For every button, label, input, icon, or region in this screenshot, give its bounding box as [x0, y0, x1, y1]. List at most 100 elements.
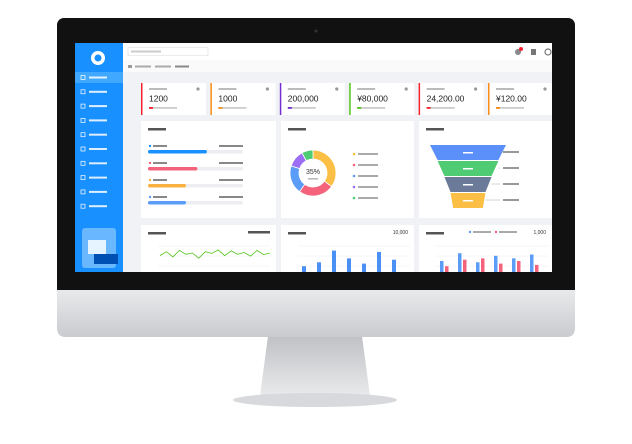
menu-icon[interactable] [80, 89, 86, 95]
badge [519, 47, 523, 51]
funnel-name [503, 151, 519, 153]
stat-label [218, 88, 237, 90]
bar [445, 266, 449, 272]
funnel-label [463, 168, 473, 170]
camera [314, 29, 318, 33]
breadcrumb-bar [123, 60, 552, 72]
donut-center: 35% [306, 169, 320, 176]
menu-label[interactable] [89, 148, 107, 150]
legend-label [358, 175, 378, 177]
progress-bar [148, 201, 186, 205]
panel-title [148, 232, 166, 235]
top-bar [123, 43, 552, 60]
progress-dot [148, 144, 152, 148]
home-icon [128, 65, 132, 68]
stat-trend [357, 107, 386, 109]
bell-icon[interactable] [515, 49, 521, 55]
info-icon [404, 87, 408, 91]
menu-label[interactable] [89, 119, 107, 122]
bar [481, 258, 485, 272]
bar [535, 264, 539, 272]
logo-dot [94, 54, 102, 62]
panel-total [248, 231, 270, 234]
funnel-label [463, 152, 473, 154]
legend-label [358, 197, 378, 199]
donut-segment [301, 149, 314, 162]
progress-dot [148, 178, 152, 182]
info-icon [196, 87, 200, 91]
bar [317, 262, 321, 272]
stat-value: 24,200.00 [427, 93, 465, 103]
progress-amount [219, 145, 243, 147]
funnel-name [503, 199, 519, 201]
stat-accent [279, 83, 282, 115]
panel-title [426, 128, 444, 131]
stat-trend [218, 107, 247, 109]
menu-icon[interactable] [80, 75, 86, 80]
legend-label [358, 186, 378, 188]
info-icon [474, 87, 478, 91]
menu-icon[interactable] [80, 103, 86, 109]
menu-icon[interactable] [80, 118, 86, 123]
illustration-screen [88, 240, 106, 254]
menu-icon[interactable] [80, 175, 86, 180]
panel-total: 1,000 [533, 230, 546, 236]
bar [512, 258, 516, 272]
lock-icon[interactable] [531, 49, 536, 55]
stat-trend [287, 107, 316, 109]
trend-line [159, 249, 271, 259]
stand-neck [260, 336, 370, 396]
stat-value: ¥120.00 [495, 93, 527, 103]
bar [332, 250, 336, 272]
stat-accent [210, 83, 212, 115]
panel-title [426, 232, 444, 235]
progress-dot [148, 195, 152, 199]
progress-amount [219, 179, 243, 181]
menu-label[interactable] [89, 90, 107, 93]
funnel-name [503, 167, 519, 169]
menu-icon[interactable] [80, 146, 86, 152]
bar [494, 255, 498, 272]
progress-label [153, 179, 167, 181]
stat-accent [141, 83, 143, 115]
menu-icon[interactable] [80, 189, 86, 195]
menu [80, 75, 107, 209]
settings-icon[interactable] [544, 48, 552, 56]
screen: 1200 1000 200,000 ¥80,000 24,200.00 ¥120.00 35… [75, 43, 552, 272]
menu-icon[interactable] [80, 203, 86, 209]
crumb [175, 65, 189, 68]
menu-icon[interactable] [80, 160, 86, 166]
menu-label[interactable] [89, 105, 107, 108]
menu-icon[interactable] [80, 132, 86, 138]
stat-trend-dot [218, 107, 223, 109]
bar [392, 259, 396, 272]
funnel-label [463, 184, 473, 186]
legend-label [473, 231, 491, 233]
menu-label[interactable] [89, 133, 107, 136]
menu-label[interactable] [89, 162, 107, 165]
bar [377, 251, 381, 272]
menu-label[interactable] [89, 190, 107, 193]
bar [476, 262, 480, 272]
panel-title [288, 128, 306, 131]
legend-label [499, 231, 517, 233]
legend-label [358, 153, 378, 155]
search-box[interactable] [127, 47, 209, 56]
stat-value: 1000 [218, 93, 237, 103]
illustration-laptop [94, 254, 118, 264]
stat-label [357, 88, 376, 90]
panel-title [148, 128, 166, 131]
funnel-label [463, 200, 473, 202]
bar [362, 263, 366, 272]
progress-bar [148, 184, 186, 188]
stat-trend [496, 107, 524, 109]
bar [517, 261, 521, 272]
stat-value: ¥80,000 [356, 93, 388, 103]
menu-label[interactable] [89, 76, 107, 79]
menu-label[interactable] [89, 205, 107, 208]
menu-label[interactable] [89, 176, 107, 179]
progress-label [153, 196, 167, 198]
stat-trend-dot [357, 107, 362, 109]
progress-amount [219, 162, 243, 164]
